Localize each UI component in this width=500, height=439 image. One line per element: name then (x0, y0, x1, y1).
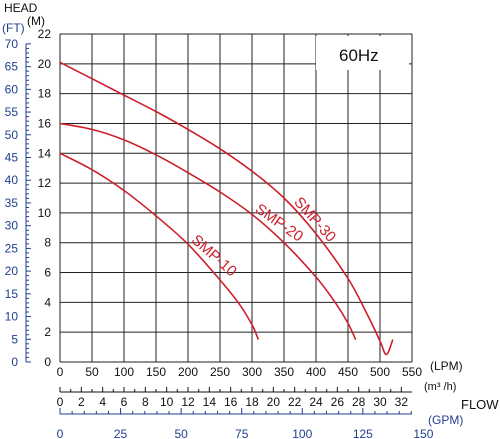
y-tick-ft: 40 (5, 173, 19, 187)
y-tick-ft: 65 (5, 60, 19, 74)
x-tick-lpm: 500 (370, 365, 390, 379)
x-tick-m3h: 30 (373, 395, 387, 409)
x-tick-m3h: 0 (57, 395, 64, 409)
x-tick-m3h: 12 (181, 395, 195, 409)
x-tick-lpm: 150 (146, 365, 166, 379)
x-tick-gpm: 150 (413, 427, 433, 439)
x-tick-gpm: 0 (57, 427, 64, 439)
grid (59, 33, 413, 363)
x-tick-lpm: 350 (274, 365, 294, 379)
y-tick-ft: 0 (11, 355, 18, 369)
head-unit-m: (M) (27, 14, 45, 28)
y-tick-ft: 70 (5, 37, 19, 51)
y-tick-ft: 45 (5, 151, 19, 165)
y-tick-m: 12 (38, 176, 52, 190)
y-tick-m: 10 (38, 206, 52, 220)
curve-smp-10 (59, 152, 260, 340)
head-unit-ft: (FT) (2, 21, 25, 35)
unit-m3h: (m³ /h) (424, 381, 456, 393)
unit-gpm: (GPM) (428, 413, 463, 427)
y-tick-ft: 30 (5, 219, 19, 233)
x-tick-m3h: 6 (121, 395, 128, 409)
y-tick-ft: 50 (5, 128, 19, 142)
x-tick-lpm: 550 (402, 365, 422, 379)
x-tick-gpm: 25 (114, 427, 128, 439)
x-tick-m3h: 20 (267, 395, 281, 409)
y-tick-ft: 20 (5, 264, 19, 278)
y-tick-ft: 55 (5, 105, 19, 119)
x-tick-lpm: 450 (338, 365, 358, 379)
x-tick-lpm: 0 (57, 365, 64, 379)
head-label: HEAD (4, 1, 38, 15)
x-tick-m3h: 16 (224, 395, 238, 409)
y-tick-m: 20 (38, 57, 52, 71)
unit-lpm: (LPM) (430, 359, 463, 373)
x-tick-m3h: 14 (203, 395, 217, 409)
x-tick-m3h: 26 (331, 395, 345, 409)
y-tick-m: 14 (38, 146, 52, 160)
y-tick-m: 6 (44, 266, 51, 280)
x-tick-lpm: 250 (210, 365, 230, 379)
y-tick-ft: 35 (5, 196, 19, 210)
frequency-box (316, 36, 409, 70)
axis-labels: 0246810121416182022051015202530354045505… (5, 27, 434, 439)
curve-smp-20 (59, 122, 357, 340)
x-tick-m3h: 18 (245, 395, 259, 409)
y-tick-m: 8 (44, 236, 51, 250)
x-tick-gpm: 75 (235, 427, 249, 439)
y-tick-m: 4 (44, 295, 51, 309)
x-tick-m3h: 24 (309, 395, 323, 409)
y-tick-m: 2 (44, 325, 51, 339)
x-tick-m3h: 2 (78, 395, 85, 409)
y-tick-ft: 10 (5, 310, 19, 324)
y-tick-m: 16 (38, 116, 52, 130)
y-tick-m: 22 (38, 27, 52, 41)
x-tick-gpm: 125 (353, 427, 373, 439)
x-tick-m3h: 22 (288, 395, 302, 409)
y-tick-ft: 60 (5, 82, 19, 96)
y-tick-m: 0 (44, 355, 51, 369)
x-tick-m3h: 4 (99, 395, 106, 409)
x-tick-lpm: 400 (306, 365, 326, 379)
frequency-label: 60Hz (339, 46, 379, 65)
y-tick-m: 18 (38, 87, 52, 101)
x-tick-m3h: 28 (352, 395, 366, 409)
x-tick-lpm: 300 (242, 365, 262, 379)
x-tick-m3h: 10 (160, 395, 174, 409)
x-tick-lpm: 100 (114, 365, 134, 379)
y-tick-ft: 25 (5, 241, 19, 255)
curve-smp-30 (59, 61, 394, 356)
x-tick-m3h: 32 (395, 395, 409, 409)
x-tick-lpm: 200 (178, 365, 198, 379)
y-tick-ft: 5 (11, 332, 18, 346)
x-tick-m3h: 8 (142, 395, 149, 409)
y-tick-ft: 15 (5, 287, 19, 301)
x-tick-lpm: 50 (85, 365, 99, 379)
x-tick-gpm: 100 (292, 427, 312, 439)
flow-label: FLOW (461, 397, 499, 412)
x-tick-gpm: 50 (174, 427, 188, 439)
